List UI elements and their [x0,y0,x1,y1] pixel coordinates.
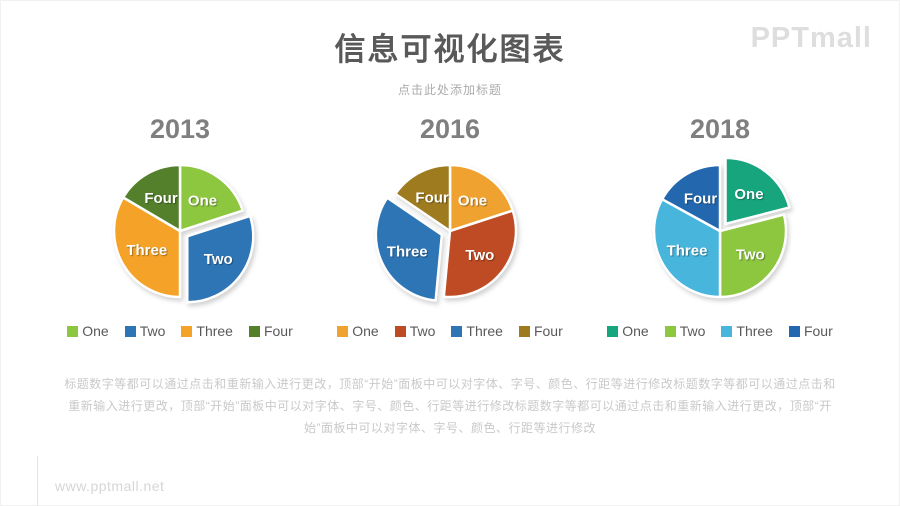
legend-item-one: One [607,323,649,339]
legend-item-four: Four [788,323,833,339]
slice-label-four: Four [684,190,717,207]
chart-block-2018: 2018 One Two Three Four One Two Three Four [589,114,851,339]
legend-label-one: One [82,323,109,339]
pie-slice-four [394,163,452,233]
page-title: 信息可视化图表 [334,32,566,67]
legend-item-three: Three [721,323,773,339]
slice-label-two: Two [204,251,233,268]
pie-slice-three [652,197,722,299]
pie-chart-2013: One Two Three Four [112,163,255,304]
legend-label-four: Four [803,323,833,339]
legend-label-three: Three [736,323,773,339]
slice-label-three: Three [126,242,167,259]
legend-label-one: One [622,323,649,339]
chart-block-2013: 2013 One Two Three Four One Two Three Four [49,114,311,339]
legend-item-two: Two [664,323,706,339]
legend-label-three: Three [466,323,503,339]
slice-label-three: Three [667,243,708,260]
chart-title-2013: 2013 [149,114,211,144]
slice-label-four: Four [144,190,177,207]
pptmall-logo[interactable]: PPTmall [750,22,872,54]
slide-header: 信息可视化图表 点击此处添加标题 [0,0,900,98]
pie-slice-four [660,163,722,233]
pie-slice-four [121,163,182,233]
legend-label-two: Two [409,323,436,339]
chart-legend-2016: One Two Three Four [319,323,581,339]
legend-swatch-four [788,325,800,337]
legend-item-four: Four [518,323,563,339]
watermark-url[interactable]: www.pptmall.net [55,478,165,494]
legend-item-two: Two [394,323,436,339]
legend-swatch-two [664,325,676,337]
legend-item-four: Four [248,323,293,339]
slice-label-four: Four [415,189,448,206]
legend-swatch-one [607,325,619,337]
chart-title-2016: 2016 [419,114,481,144]
legend-swatch-three [451,325,463,337]
legend-label-four: Four [533,323,563,339]
pie-slice-two [718,213,788,299]
legend-item-three: Three [451,323,503,339]
slice-label-one: One [188,192,217,209]
chart-legend-2018: One Two Three Four [589,323,851,339]
placeholder-body-text: 标题数字等都可以通过点击和重新输入进行更改，顶部“开始”面板中可以对字体、字号、… [64,377,836,435]
legend-item-three: Three [181,323,233,339]
chart-legend-2013: One Two Three Four [49,323,311,339]
legend-swatch-two [394,325,406,337]
legend-label-two: Two [679,323,706,339]
chart-block-2016: 2016 One Two Three Four One Two Three Four [319,114,581,339]
footer-divider [37,456,38,506]
pie-slice-two [442,209,518,299]
legend-swatch-three [721,325,733,337]
slice-label-two: Two [736,247,765,264]
pie-slice-one [724,156,791,226]
page-subtitle: 点击此处添加标题 [397,83,502,97]
legend-swatch-one [337,325,349,337]
legend-label-four: Four [263,323,293,339]
legend-label-one: One [352,323,379,339]
legend-label-three: Three [196,323,233,339]
charts-row: 2013 One Two Three Four One Two Three Four 201… [0,114,900,339]
slice-label-two: Two [465,247,494,264]
legend-swatch-four [518,325,530,337]
pie-slice-two [186,214,255,304]
pie-chart-2018: One Two Three Four [652,156,791,299]
slice-label-three: Three [387,243,428,260]
pie-slice-one [178,163,245,233]
chart-title-2018: 2018 [689,114,751,144]
legend-swatch-one [67,325,79,337]
legend-swatch-three [181,325,193,337]
legend-swatch-two [124,325,136,337]
legend-item-one: One [67,323,109,339]
pie-slice-three [374,196,444,302]
pie-chart-2016: One Two Three Four [374,163,518,302]
slice-label-one: One [458,192,487,209]
legend-item-one: One [337,323,379,339]
legend-swatch-four [248,325,260,337]
legend-label-two: Two [139,323,166,339]
legend-item-two: Two [124,323,166,339]
slice-label-one: One [734,186,763,203]
